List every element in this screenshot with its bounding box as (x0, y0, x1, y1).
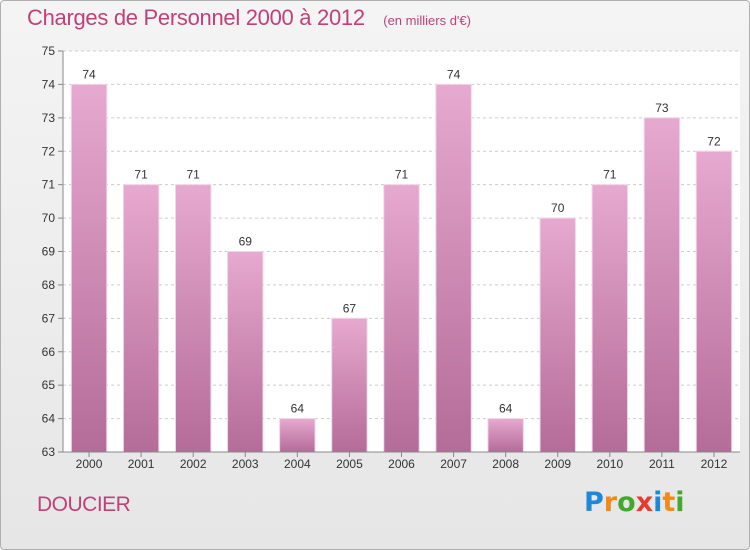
data-label-2001: 71 (134, 168, 148, 182)
y-tick-label: 69 (42, 245, 56, 259)
bar-2012 (695, 150, 733, 453)
x-tick-label-2006: 2006 (388, 457, 415, 471)
x-tick-label-2012: 2012 (701, 457, 728, 471)
proxiti-logo: Proxiti (584, 487, 685, 518)
bar-2006 (383, 184, 420, 453)
data-label-2008: 64 (499, 402, 513, 416)
x-tick-label-2005: 2005 (336, 457, 363, 471)
y-tick-label: 67 (42, 311, 56, 325)
x-tick-label-2008: 2008 (492, 457, 519, 471)
logo-letter: x (635, 487, 654, 518)
data-label-2002: 71 (187, 168, 201, 182)
chart-title-row: Charges de Personnel 2000 à 2012 (en mil… (27, 5, 471, 31)
data-label-2009: 70 (551, 201, 565, 215)
bar-2003 (227, 251, 264, 453)
x-tick-label-2001: 2001 (128, 457, 155, 471)
y-tick-label: 73 (42, 111, 56, 125)
logo-letter: P (584, 487, 604, 518)
bar-2011 (643, 117, 681, 453)
data-label-2005: 67 (343, 301, 357, 315)
y-tick-label: 68 (42, 278, 56, 292)
logo-letter: t (662, 487, 676, 518)
logo-letter: o (617, 487, 636, 518)
x-tick-label-2007: 2007 (440, 457, 467, 471)
data-label-2007: 74 (447, 67, 461, 81)
y-tick-label: 64 (42, 412, 56, 426)
bar-2001 (122, 184, 160, 453)
logo-letter: i (675, 487, 685, 518)
data-label-2004: 64 (291, 402, 305, 416)
data-label-2010: 71 (603, 168, 617, 182)
data-label-2012: 72 (707, 134, 721, 148)
data-label-2006: 71 (395, 168, 409, 182)
y-tick-label: 65 (42, 378, 56, 392)
x-tick-label-2004: 2004 (284, 457, 311, 471)
bar-2008 (487, 418, 524, 453)
x-tick-label-2010: 2010 (596, 457, 623, 471)
logo-letter: r (603, 487, 618, 518)
y-tick-label: 74 (42, 77, 56, 91)
y-tick-label: 71 (42, 178, 56, 192)
bar-2009 (539, 217, 576, 453)
x-tick-label-2002: 2002 (180, 457, 207, 471)
y-tick-label: 70 (42, 211, 56, 225)
bar-2004 (279, 418, 316, 453)
bar-2000 (70, 83, 108, 453)
x-tick-label-2009: 2009 (544, 457, 571, 471)
bar-2007 (435, 83, 472, 453)
data-label-2003: 69 (239, 235, 253, 249)
x-tick-label-2003: 2003 (232, 457, 259, 471)
y-tick-label: 63 (42, 445, 56, 459)
chart-subtitle: (en milliers d'€) (383, 13, 471, 28)
x-tick-label-2011: 2011 (649, 457, 675, 471)
y-tick-label: 72 (42, 144, 56, 158)
place-name: DOUCIER (37, 493, 131, 516)
y-tick-label: 75 (42, 44, 56, 58)
logo-letter: i (653, 487, 663, 518)
data-label-2011: 73 (655, 101, 669, 115)
bar-2002 (174, 184, 212, 453)
bar-2010 (591, 184, 629, 453)
x-tick-label-2000: 2000 (76, 457, 103, 471)
y-tick-label: 66 (42, 345, 56, 359)
bar-2005 (331, 317, 368, 453)
data-label-2000: 74 (82, 67, 96, 81)
chart-title: Charges de Personnel 2000 à 2012 (27, 5, 365, 30)
